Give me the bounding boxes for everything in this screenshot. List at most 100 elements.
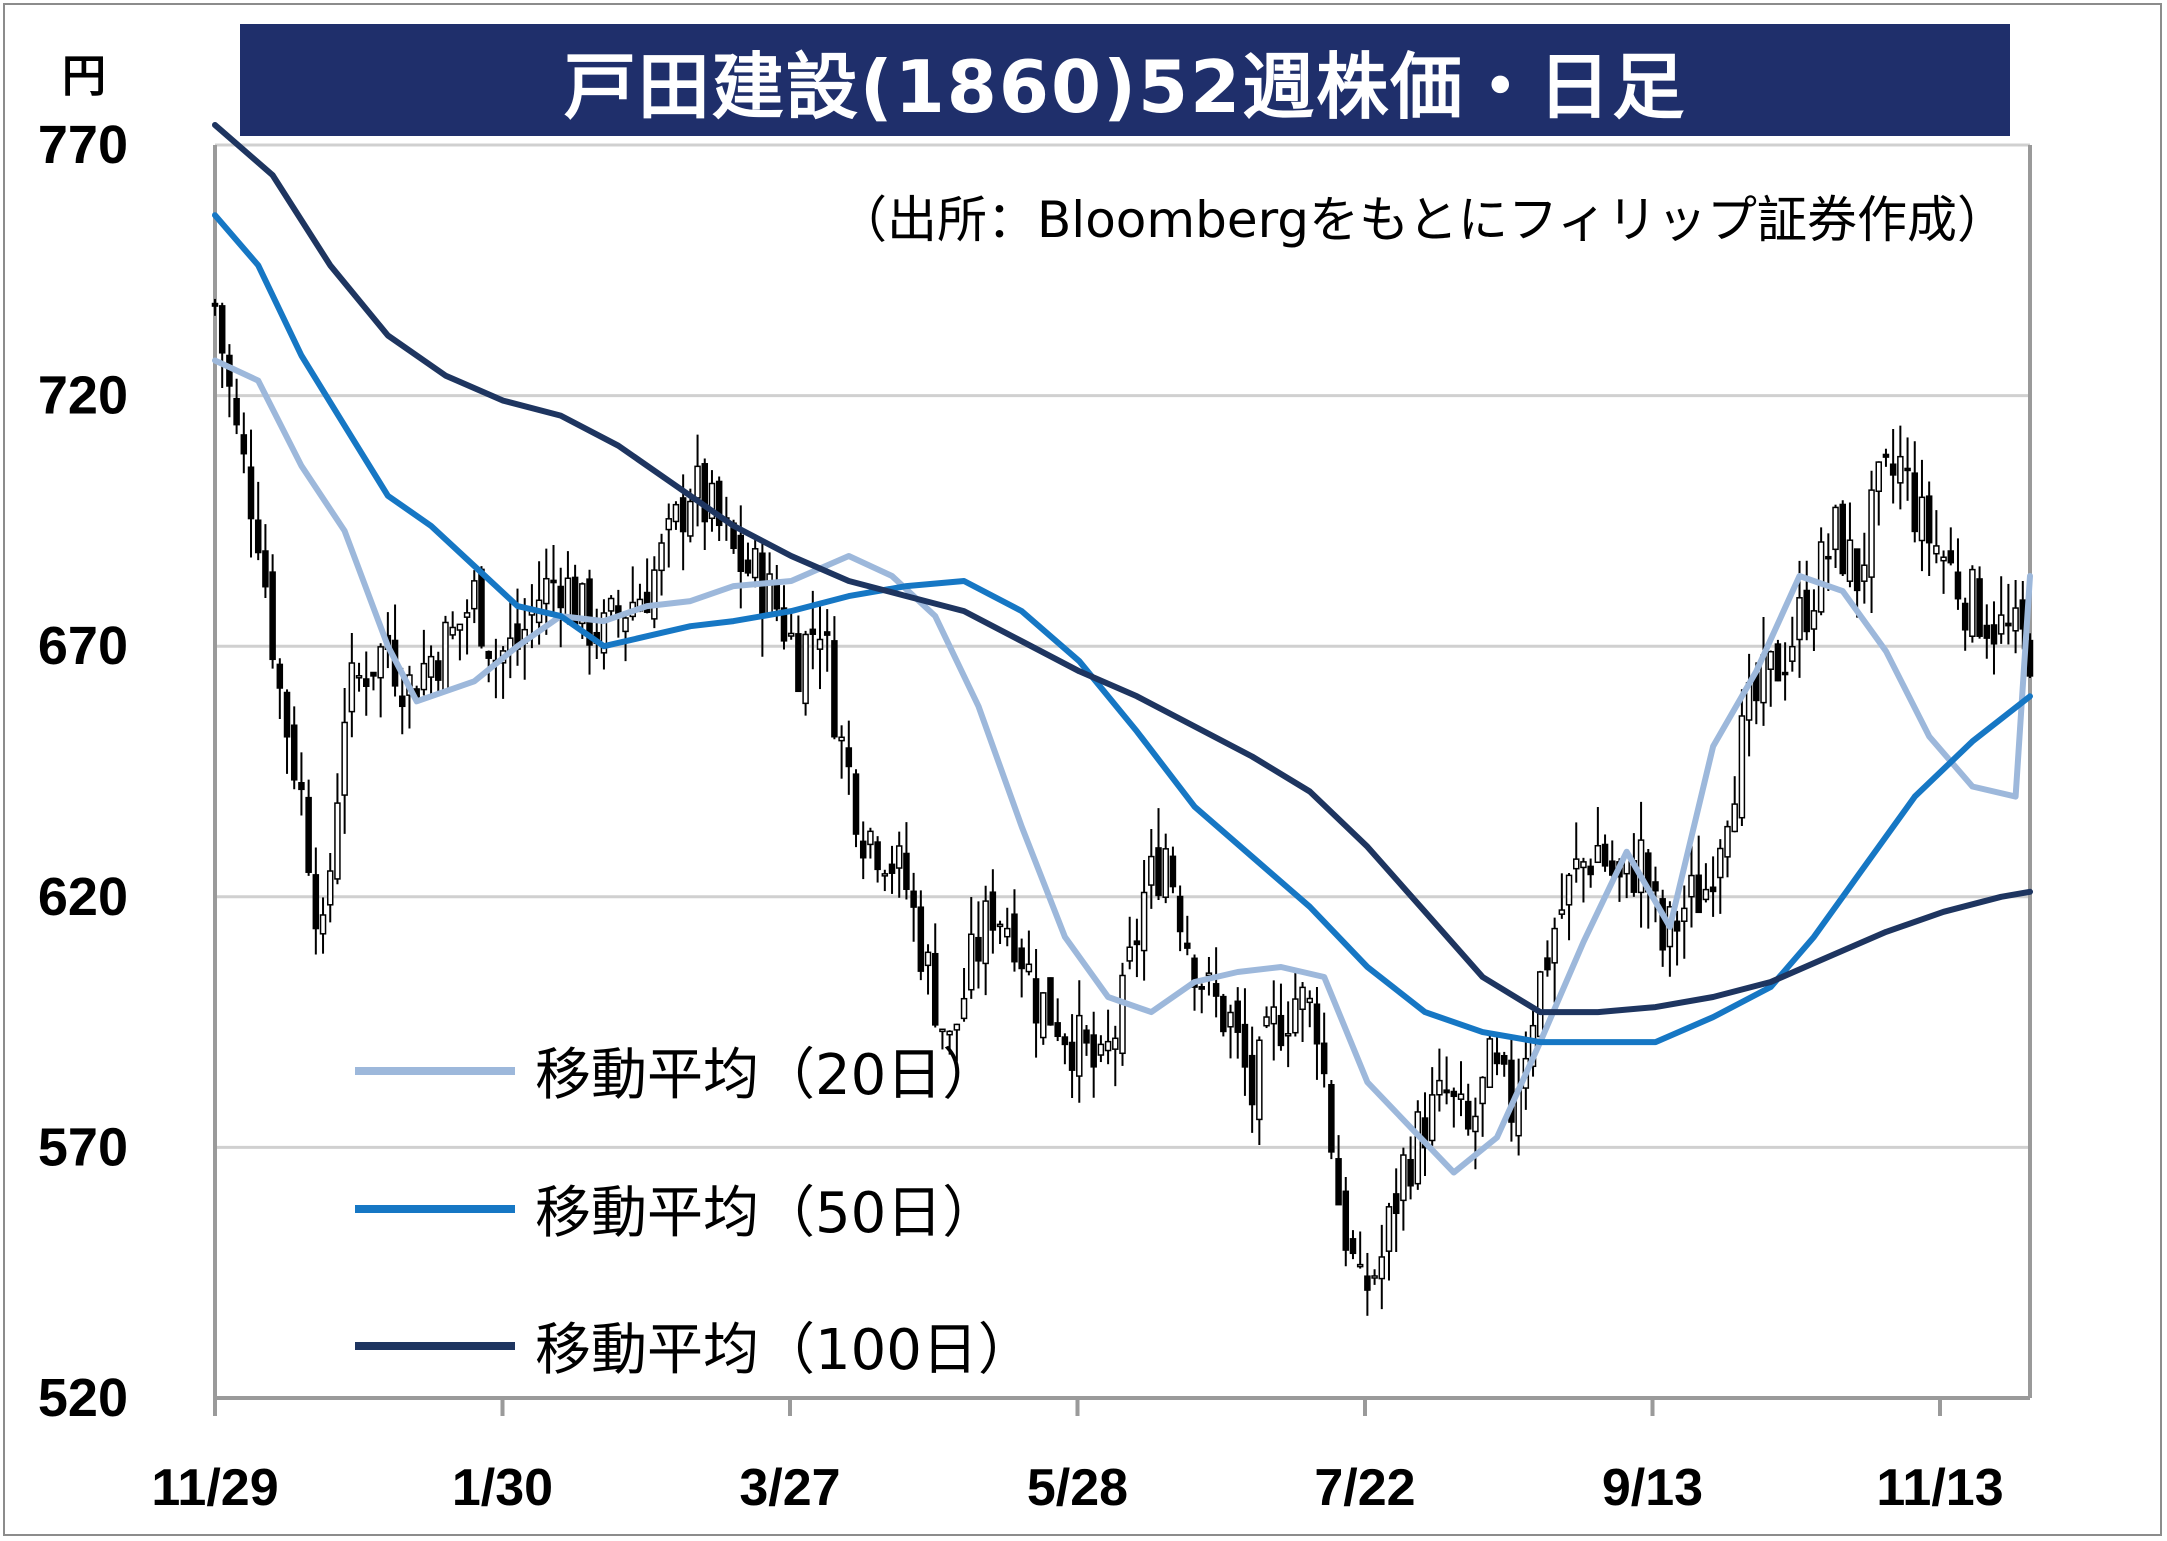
candle-body <box>975 936 982 962</box>
candle-body <box>867 830 874 846</box>
candle-body <box>233 397 240 426</box>
candle-body <box>269 571 276 661</box>
candle-body <box>1868 489 1875 578</box>
candle-body <box>1169 855 1177 888</box>
candle-body <box>1493 1052 1501 1065</box>
candle-body <box>1112 1037 1119 1050</box>
candle-body <box>687 500 694 537</box>
ma50-line <box>212 212 2033 1046</box>
candle-body <box>326 870 334 906</box>
candle-body <box>874 841 881 871</box>
legend-swatch-ma50 <box>355 1204 515 1213</box>
y-tick-label: 670 <box>38 616 128 676</box>
candle-body <box>701 463 709 523</box>
chart-title-bar: 戸田建設(1860)52週株価・日足 <box>240 24 2010 136</box>
candle-body <box>1371 1275 1378 1279</box>
candle-body <box>1004 927 1011 938</box>
candle-body <box>1774 643 1782 682</box>
candle-body <box>1292 998 1299 1034</box>
candle-body <box>960 997 968 1020</box>
candle-body <box>737 534 745 572</box>
candle-body <box>1724 825 1731 858</box>
candle-body <box>989 891 997 931</box>
candle-body <box>1299 986 1306 1011</box>
x-tick-label: 3/27 <box>739 1459 840 1517</box>
candle-body <box>823 631 831 636</box>
candle-body <box>787 632 795 637</box>
candle-body <box>1889 463 1897 476</box>
y-tick-label: 770 <box>38 115 128 175</box>
x-tick-label: 11/13 <box>1876 1459 2003 1517</box>
candle-body <box>1335 1158 1342 1206</box>
candle-body <box>1954 571 1962 600</box>
candle-body <box>1320 1042 1328 1075</box>
candle-body <box>283 691 291 738</box>
candle-body <box>1947 550 1955 564</box>
candle-body <box>1637 839 1645 894</box>
candle-body <box>1436 1079 1443 1096</box>
candle-body <box>1897 455 1904 484</box>
candle-body <box>2005 622 2012 627</box>
candle-body <box>435 660 442 681</box>
candle-body <box>838 736 845 742</box>
candle-body <box>1011 913 1018 963</box>
candle-body <box>679 497 687 533</box>
candle-body <box>1090 1034 1097 1068</box>
candle-body <box>1400 1154 1407 1202</box>
candle-body <box>1025 963 1033 973</box>
candle-body <box>557 585 564 609</box>
candle-body <box>1789 645 1796 662</box>
candle-body <box>1414 1111 1422 1185</box>
candle-body <box>1328 1083 1335 1153</box>
candle-body <box>543 577 550 605</box>
y-tick-label: 620 <box>38 867 128 927</box>
candle-body <box>607 597 615 612</box>
candle-body <box>1342 1190 1350 1251</box>
candle-body <box>751 548 759 579</box>
candle-body <box>802 633 809 705</box>
candle-body <box>1767 650 1774 670</box>
candle-body <box>1594 844 1602 864</box>
candle-body <box>1040 992 1047 1039</box>
candle-body <box>881 873 889 877</box>
candle-body <box>1976 578 1983 637</box>
candle-body <box>903 852 910 890</box>
candle-body <box>1047 977 1054 1026</box>
candle-body <box>1270 1006 1277 1025</box>
candle-body <box>939 1028 946 1033</box>
candle-body <box>1119 974 1126 1055</box>
candle-body <box>1688 874 1695 898</box>
candle-body <box>1385 1206 1393 1252</box>
candle-body <box>651 569 658 620</box>
candle-body <box>377 646 384 679</box>
candle-body <box>1241 1023 1249 1068</box>
candle-body <box>622 617 629 633</box>
candle-body <box>859 840 867 859</box>
candle-body <box>773 583 781 610</box>
candle-body <box>1702 888 1710 901</box>
candle-body <box>1205 972 1213 977</box>
candle-body <box>1911 472 1919 533</box>
candle-body <box>1248 1054 1256 1106</box>
candle-body <box>1544 957 1551 971</box>
candle-body <box>1284 1033 1292 1037</box>
candle-body <box>924 951 932 967</box>
candle-body <box>399 695 406 708</box>
candle-body <box>1472 1115 1479 1133</box>
candle-body <box>564 577 572 619</box>
candle-body <box>715 480 723 527</box>
candle-body <box>1428 1094 1436 1142</box>
candle-body <box>1464 1100 1472 1130</box>
candle-body <box>1018 947 1025 970</box>
candle-body <box>247 466 255 520</box>
candle-body <box>1140 891 1148 952</box>
candle-body <box>1184 942 1191 949</box>
candle-body <box>1810 610 1818 630</box>
candle-body <box>1176 895 1184 933</box>
chart-frame <box>3 3 2162 1536</box>
candle-body <box>1681 907 1688 922</box>
candle-body <box>600 612 608 654</box>
candle-body <box>1673 920 1681 932</box>
x-tick-label: 7/22 <box>1314 1459 1415 1517</box>
candle-body <box>550 579 557 584</box>
